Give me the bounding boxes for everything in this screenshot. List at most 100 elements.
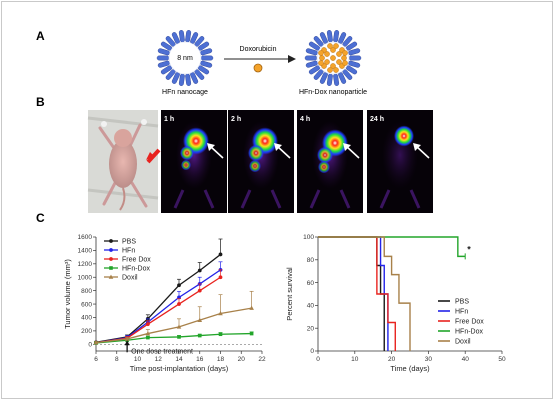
legend-label: HFn (122, 248, 135, 255)
y-tick-label: 1400 (78, 248, 93, 255)
y-tick-label: 800 (81, 288, 92, 295)
legend-label: Free Dox (122, 257, 151, 264)
mouse-limbs-glow (309, 189, 351, 209)
signal-spot (318, 160, 330, 174)
subunit (326, 73, 333, 86)
x-axis-label: Time post-implantation (days) (130, 364, 229, 373)
y-axis-label: Percent survival (285, 267, 294, 321)
subunit (333, 30, 340, 43)
pointer-arrow-shaft (415, 145, 430, 159)
dox-molecule (333, 43, 339, 49)
fluorescence-image-1: 1 h (161, 110, 227, 213)
signal-spot (317, 146, 333, 164)
signal-spot (181, 159, 191, 171)
cage-label: HFn nanocage (162, 89, 208, 96)
x-tick-label: 16 (196, 356, 204, 363)
x-tick-label: 10 (134, 356, 142, 363)
y-tick-label: 100 (303, 234, 314, 241)
dox-molecule (327, 67, 333, 73)
y-tick-label: 400 (81, 315, 92, 322)
time-label: 24 h (370, 116, 384, 123)
mouse-limbs-glow (379, 189, 421, 209)
dox-molecule (333, 67, 339, 73)
x-tick-label: 50 (498, 356, 506, 363)
time-label: 2 h (231, 116, 241, 123)
subunit (185, 73, 192, 86)
signal-spot (248, 144, 264, 162)
x-tick-label: 30 (425, 356, 433, 363)
tumor-volume-chart: 6 8 10 12 14 16 18 20 22 0 200 400 600 800 1000 1200 140… (63, 234, 266, 373)
subunit (156, 55, 170, 61)
pointer-arrow-shaft (209, 145, 224, 159)
panel-b: 1 h 2 h 4 h 24 h (87, 110, 433, 213)
legend-marker (108, 274, 114, 279)
data-point (145, 331, 151, 336)
data-point (177, 335, 181, 339)
data-point (177, 295, 181, 300)
data-point (177, 302, 181, 306)
y-tick-label: 200 (81, 328, 92, 335)
time-label: 1 h (164, 116, 174, 123)
x-tick-label: 12 (155, 356, 163, 363)
dox-molecule (324, 51, 330, 57)
survival-curve-hfn-dox (318, 236, 466, 258)
y-tick-label: 1600 (78, 234, 93, 241)
x-tick-label: 40 (462, 356, 470, 363)
data-point (218, 311, 223, 316)
data-point (218, 275, 223, 280)
legend-label: HFn (455, 309, 468, 316)
survival-curve-doxil (318, 236, 411, 351)
data-point (177, 283, 181, 288)
dox-molecule (318, 60, 324, 66)
series-hfn (94, 261, 223, 345)
panel-label-c: C (36, 211, 45, 225)
hfn-dox-nanoparticle-diagram (304, 30, 362, 86)
x-axis-label: Time (days) (390, 364, 430, 373)
data-point (197, 333, 202, 338)
pointer-arrow-icon (343, 143, 351, 151)
survival-chart: 0 10 20 30 40 50 0 20 40 60 80 100 Time (days) Percen… (285, 234, 506, 373)
legend-label: HFn-Dox (455, 329, 484, 336)
fluorescence-image-2: 2 h (228, 110, 294, 213)
data-point (197, 288, 202, 293)
pointer-arrow-icon (274, 143, 282, 151)
pointer-arrow-icon (207, 143, 215, 151)
series-doxil (93, 290, 254, 345)
x-tick-label: 20 (388, 356, 396, 363)
data-point (249, 305, 254, 310)
data-point (218, 252, 223, 257)
data-point (249, 331, 254, 336)
dox-molecule (330, 55, 336, 61)
series-pbs (94, 238, 223, 345)
cage-size-label: 8 nm (177, 55, 193, 62)
data-point (176, 324, 182, 329)
legend-marker (109, 266, 113, 270)
x-tick-label: 10 (351, 356, 359, 363)
subunit (178, 73, 185, 86)
y-tick-label: 60 (307, 280, 315, 287)
x-tick-label: 6 (94, 356, 98, 363)
y-axis-label: Tumor volume (mm³) (63, 259, 72, 329)
dox-molecule (318, 50, 324, 56)
signal-spot (394, 125, 414, 147)
y-tick-label: 20 (307, 325, 315, 332)
fluorescence-image-3: 4 h (297, 110, 363, 213)
panel-a: 8 nm HFn nanocage Doxorubicin HFn-Dox na… (156, 30, 367, 96)
x-tick-label: 8 (115, 356, 119, 363)
data-point (93, 340, 99, 345)
fluorescence-image-series: 1 h 2 h 4 h 24 h (161, 110, 433, 213)
dox-molecule (336, 59, 342, 65)
data-point (197, 317, 203, 322)
panel-label-b: B (36, 95, 45, 109)
x-tick-label: 20 (238, 356, 246, 363)
doxorubicin-molecule-icon (253, 63, 263, 73)
subunit (304, 55, 318, 61)
dox-molecule (330, 47, 336, 53)
subunit (200, 55, 214, 61)
legend-marker (109, 257, 113, 261)
legend-label: Free Dox (455, 319, 484, 326)
product-label: HFn-Dox nanoparticle (299, 89, 367, 96)
y-tick-label: 40 (307, 303, 315, 310)
